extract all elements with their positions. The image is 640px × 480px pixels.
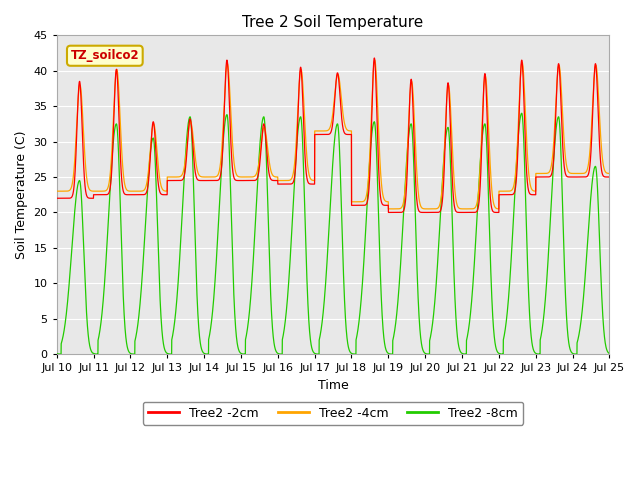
Legend: Tree2 -2cm, Tree2 -4cm, Tree2 -8cm: Tree2 -2cm, Tree2 -4cm, Tree2 -8cm	[143, 402, 523, 425]
Title: Tree 2 Soil Temperature: Tree 2 Soil Temperature	[243, 15, 424, 30]
Y-axis label: Soil Temperature (C): Soil Temperature (C)	[15, 131, 28, 259]
Text: TZ_soilco2: TZ_soilco2	[70, 49, 139, 62]
X-axis label: Time: Time	[317, 379, 348, 392]
